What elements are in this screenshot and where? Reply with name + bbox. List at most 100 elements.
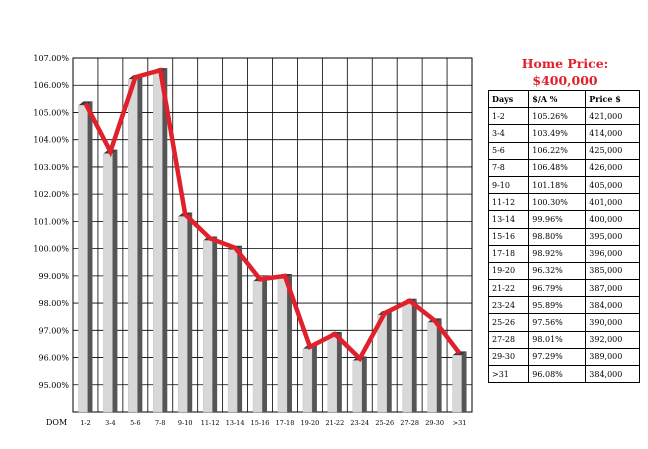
days-cell: 13-14 [487,210,530,229]
bar-face [178,216,188,413]
bar [427,318,442,413]
bar-side [286,274,292,412]
bar-face [427,322,437,413]
y-tick-label: 107.00% [33,54,69,63]
price-cell: 389,000 [585,347,640,367]
bar [402,298,417,413]
bar [252,277,268,413]
days-cell: 5-6 [487,141,530,160]
bar-side [137,75,143,413]
bar-face [153,71,163,413]
bar-face [377,314,387,413]
bar-side [112,149,118,412]
days-cell: 19-20 [487,261,530,281]
bar [227,245,243,413]
price-cell: 400,000 [585,210,640,229]
bar [352,356,367,413]
x-tick-label: 19-20 [301,419,320,427]
bar-face [402,302,412,413]
table-row: 29-30 97.29% 389,000 [487,347,640,367]
price-cell: 384,000 [585,296,640,315]
home-price-title: Home Price: [521,56,609,71]
days-cell: 15-16 [487,227,530,246]
x-tick-label: 27-28 [400,419,419,427]
table-row: 3-4 103.49% 414,000 [487,124,640,143]
days-cell: >31 [487,364,530,384]
y-tick-label: 102.00% [33,190,69,199]
price-table-header: Days $/A % Price $ [487,89,640,109]
days-cell: 17-18 [487,244,530,263]
price-cell: 401,000 [585,193,640,212]
y-tick-label: 95.00% [38,381,69,390]
header-days: Days [487,89,530,109]
days-cell: 9-10 [487,175,530,195]
bar-side [411,298,417,412]
price-cell: 414,000 [585,124,640,143]
days-cell: 3-4 [487,124,530,143]
bar [103,149,118,413]
percent-cell: 103.49% [528,124,587,143]
x-tick-label: 29-30 [425,419,444,427]
table-row: 19-20 96.32% 385,000 [487,261,640,281]
percent-cell: 101.18% [528,175,587,195]
bar-side [262,277,268,412]
price-cell: 385,000 [585,261,640,281]
table-row: 11-12 100.30% 401,000 [487,193,640,212]
percent-cell: 97.56% [528,313,587,332]
table-row: 13-14 99.96% 400,000 [487,210,640,229]
price-cell: 426,000 [585,158,640,177]
percent-cell: 96.79% [528,279,587,298]
bar-side [336,332,342,412]
y-axis-ticks: 95.00% 96.00% 97.00% 98.00% 99.00% 100.00% 101… [33,54,69,390]
x-tick-label: 9-10 [178,419,193,427]
x-tick-label: 3-4 [105,419,115,427]
table-row: 7-8 106.48% 426,000 [487,158,640,177]
bar [78,101,93,413]
price-cell: 421,000 [585,107,640,126]
price-cell: 392,000 [585,330,640,349]
header-sa-percent: $/A % [528,89,587,109]
x-tick-label: >31 [453,419,467,427]
y-tick-label: 101.00% [33,217,69,226]
days-cell: 25-26 [487,313,530,332]
x-tick-label: 15-16 [251,419,270,427]
price-cell: 390,000 [585,313,640,332]
table-row: 1-2 105.26% 421,000 [487,107,640,126]
table-row: 9-10 101.18% 405,000 [487,175,640,195]
bar-side [461,351,467,412]
x-tick-label: 23-24 [350,419,369,427]
price-cell: 405,000 [585,175,640,195]
days-cell: 21-22 [487,279,530,298]
bar-face [452,355,462,413]
percent-cell: 98.92% [528,244,587,263]
percent-cell: 95.89% [528,296,587,315]
bar-face [352,360,362,413]
x-tick-label: 11-12 [201,419,220,427]
table-row: 25-26 97.56% 390,000 [487,313,640,332]
table-row: 15-16 98.80% 395,000 [487,227,640,246]
bar-face [103,153,113,413]
table-row: 21-22 96.79% 387,000 [487,279,640,298]
price-cell: 425,000 [585,141,640,160]
x-tick-label: 21-22 [325,419,344,427]
x-tick-label: 17-18 [276,419,295,427]
bar [327,332,342,413]
home-price-value: $400,000 [532,73,598,88]
bar-side [212,236,218,412]
y-tick-label: 98.00% [38,299,69,308]
days-cell: 11-12 [487,193,530,212]
bar-side [436,318,442,412]
x-tick-label: 13-14 [226,419,245,427]
price-table: Days $/A % Price $ 1-2 105.26% 421,000 3-4… [487,89,640,384]
x-tick-label: 25-26 [375,419,394,427]
price-cell: 387,000 [585,279,640,298]
days-cell: 29-30 [487,347,530,367]
y-tick-label: 104.00% [33,136,69,145]
price-line [83,67,462,363]
bar-face [128,79,138,413]
bar [128,75,143,413]
percent-cell: 100.30% [528,193,587,212]
bar-face [277,277,288,413]
days-cell: 27-28 [487,330,530,349]
